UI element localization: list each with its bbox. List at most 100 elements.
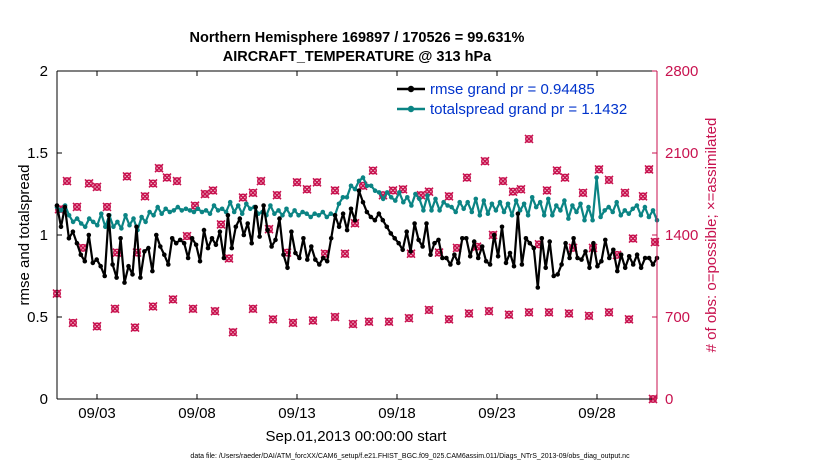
totalspread-point — [183, 206, 189, 212]
rmse-point — [229, 245, 235, 251]
obs-possible-point — [542, 185, 552, 196]
rmse-point — [460, 236, 465, 241]
rmse-point — [400, 247, 406, 253]
rmse-point — [181, 240, 187, 246]
rmse-point — [332, 213, 338, 218]
rmse-point — [519, 262, 525, 267]
totalspread-point — [320, 209, 326, 215]
totalspread-point — [175, 204, 181, 210]
totalspread-point — [634, 203, 640, 208]
legend-rmse-label: rmse grand pr = 0.94485 — [430, 81, 595, 98]
rmse-point — [595, 263, 600, 269]
obs-assimilated-point — [168, 294, 178, 304]
rmse-point — [428, 252, 433, 257]
rmse-point — [257, 234, 262, 239]
obs-possible-point — [162, 173, 172, 183]
obs-possible-point — [552, 166, 562, 176]
x-tick-label: 09/08 — [178, 405, 216, 422]
rmse-point — [571, 236, 576, 241]
rmse-point — [523, 236, 529, 241]
obs-possible-point — [140, 191, 150, 201]
totalspread-point — [119, 226, 124, 231]
obs-possible-point — [256, 176, 266, 186]
obs-possible-point — [148, 178, 158, 189]
obs-possible-point — [302, 184, 312, 194]
rmse-point — [388, 231, 394, 236]
totalspread-point — [231, 209, 237, 215]
obs-possible-point — [368, 166, 378, 176]
totalspread-point — [187, 208, 193, 213]
rmse-point — [618, 252, 624, 257]
totalspread-point — [413, 191, 418, 197]
rmse-point — [166, 262, 171, 267]
rmse-point — [547, 239, 552, 244]
totalspread-point — [115, 219, 120, 225]
x-tick-label: 09/28 — [578, 405, 616, 422]
rmse-point — [432, 240, 437, 246]
totalspread-point — [167, 209, 173, 215]
rmse-point — [150, 268, 155, 274]
obs-possible-point — [92, 182, 102, 192]
rmse-point — [615, 268, 620, 274]
x-axis-label: Sep.01,2013 00:00:00 start — [266, 428, 448, 445]
totalspread-point — [614, 199, 619, 205]
obs-possible-point — [462, 173, 472, 183]
totalspread-point — [489, 201, 495, 207]
obs-possible-point — [224, 253, 234, 263]
rmse-point — [273, 237, 278, 243]
rmse-point — [511, 263, 517, 269]
rmse-point — [324, 258, 330, 264]
rmse-point — [289, 229, 294, 234]
obs-possible-point — [508, 187, 518, 197]
rmse-point — [380, 217, 386, 223]
rmse-point — [603, 237, 608, 243]
totalspread-point — [558, 208, 563, 213]
totalspread-point — [477, 213, 483, 218]
rmse-point — [650, 262, 656, 267]
rmse-point — [253, 204, 258, 210]
totalspread-point — [215, 208, 221, 213]
totalspread-point — [155, 204, 160, 210]
rmse-point — [193, 242, 199, 248]
rmse-point — [368, 214, 374, 220]
left-tick-label: 1 — [40, 227, 48, 244]
rmse-point — [277, 216, 282, 221]
rmse-point — [551, 273, 556, 279]
obs-possible-point — [272, 190, 282, 200]
totalspread-point — [368, 183, 374, 189]
obs-assimilated-point — [364, 317, 374, 327]
totalspread-point — [312, 211, 318, 216]
rmse-point — [281, 252, 286, 257]
rmse-point — [158, 244, 163, 249]
totalspread-point — [143, 219, 148, 225]
totalspread-point — [199, 209, 205, 215]
totalspread-point — [66, 213, 72, 218]
rmse-series — [54, 188, 660, 290]
rmse-point — [591, 240, 596, 246]
obs-assimilated-point — [68, 318, 78, 328]
left-tick-label: 2 — [40, 63, 48, 80]
totalspread-point — [380, 196, 386, 202]
rmse-point — [185, 255, 191, 261]
rmse-point — [82, 258, 88, 264]
totalspread-point — [272, 211, 277, 216]
totalspread-point — [179, 208, 185, 213]
rmse-point — [142, 249, 147, 254]
totalspread-point — [449, 204, 454, 210]
totalspread-point — [384, 190, 390, 195]
totalspread-point — [95, 222, 100, 228]
obs-possible-point — [292, 177, 302, 187]
totalspread-point — [465, 199, 471, 205]
rmse-point — [241, 232, 247, 238]
totalspread-point — [344, 195, 350, 200]
totalspread-point — [397, 190, 402, 195]
obs-assimilated-point — [330, 312, 340, 322]
right-tick-label: 2800 — [665, 63, 698, 80]
totalspread-point — [300, 209, 305, 215]
totalspread-point — [203, 208, 209, 213]
left-axis-label: rmse and totalspread — [16, 165, 33, 306]
rmse-point — [301, 236, 306, 241]
totalspread-point — [239, 211, 245, 216]
rmse-point — [499, 224, 505, 230]
totalspread-point — [582, 217, 587, 223]
